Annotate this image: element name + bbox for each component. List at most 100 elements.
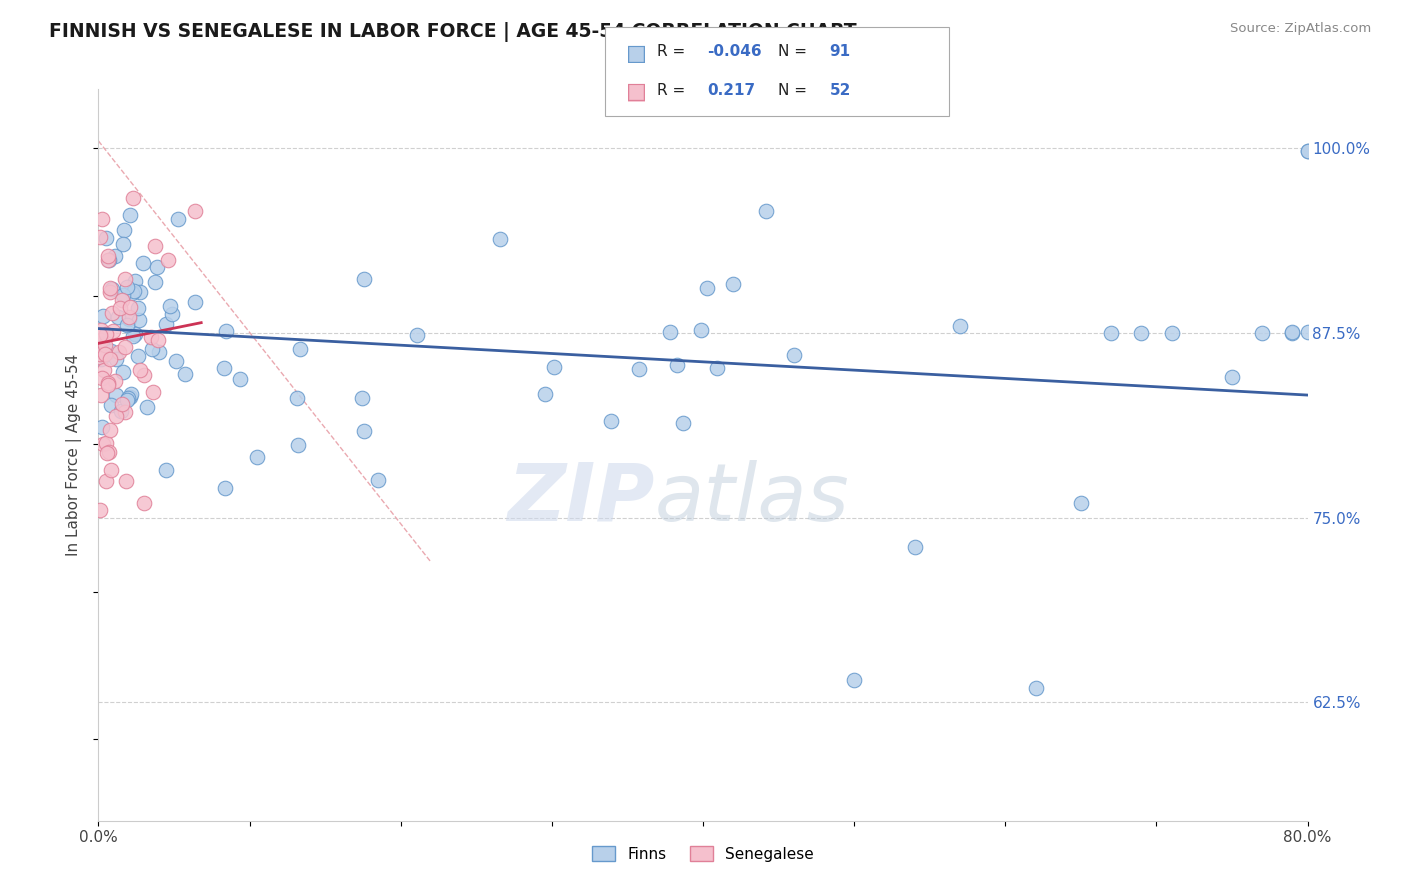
Point <box>118 310 141 324</box>
Point <box>104 351 127 366</box>
Point <box>1281 326 1303 340</box>
Point <box>1296 145 1319 159</box>
Text: R =: R = <box>657 45 690 59</box>
Point <box>115 393 138 408</box>
Point <box>1281 325 1303 339</box>
Point <box>121 285 143 300</box>
Point <box>290 342 312 356</box>
Point <box>353 272 375 286</box>
Point <box>543 359 565 374</box>
Point <box>110 403 132 417</box>
Point <box>94 327 117 342</box>
Text: FINNISH VS SENEGALESE IN LABOR FORCE | AGE 45-54 CORRELATION CHART: FINNISH VS SENEGALESE IN LABOR FORCE | A… <box>49 22 856 42</box>
Point <box>229 372 252 386</box>
Point <box>94 474 117 488</box>
Point <box>101 282 124 296</box>
Point <box>155 463 177 477</box>
Point <box>90 333 112 347</box>
Legend: Finns, Senegalese: Finns, Senegalese <box>586 839 820 868</box>
Text: N =: N = <box>778 83 811 97</box>
Point <box>132 496 155 510</box>
Point <box>146 260 169 274</box>
Point <box>183 294 205 309</box>
Point <box>132 256 155 270</box>
Y-axis label: In Labor Force | Age 45-54: In Labor Force | Age 45-54 <box>66 354 83 556</box>
Point <box>89 327 111 342</box>
Point <box>658 325 681 339</box>
Point <box>97 249 120 263</box>
Point <box>949 318 972 333</box>
Point <box>534 387 557 401</box>
Point <box>143 275 166 289</box>
Point <box>104 374 127 388</box>
Point <box>110 301 132 315</box>
Point <box>124 327 146 342</box>
Point <box>111 288 134 302</box>
Text: 0.217: 0.217 <box>707 83 755 97</box>
Point <box>132 368 155 383</box>
Point <box>118 300 141 314</box>
Point <box>101 324 124 338</box>
Point <box>489 232 512 246</box>
Point <box>104 249 127 263</box>
Point <box>173 367 195 381</box>
Point <box>1220 370 1243 384</box>
Point <box>165 354 187 368</box>
Point <box>89 347 111 361</box>
Point <box>118 311 141 326</box>
Point <box>94 231 117 245</box>
Point <box>127 301 149 315</box>
Point <box>120 387 142 401</box>
Point <box>184 204 207 219</box>
Point <box>89 503 111 517</box>
Point <box>100 343 122 358</box>
Point <box>127 349 149 363</box>
Point <box>139 330 162 344</box>
Point <box>91 371 114 385</box>
Point <box>1296 325 1319 339</box>
Point <box>146 333 169 347</box>
Text: 52: 52 <box>830 83 851 97</box>
Point <box>755 204 778 219</box>
Point <box>98 444 121 458</box>
Point <box>91 437 114 451</box>
Point <box>100 463 122 477</box>
Point <box>117 280 139 294</box>
Point <box>844 673 866 688</box>
Point <box>212 361 235 376</box>
Point <box>97 377 120 392</box>
Point <box>117 391 139 405</box>
Point <box>91 309 114 323</box>
Point <box>98 423 121 437</box>
Point <box>114 474 136 488</box>
Point <box>1099 326 1122 340</box>
Point <box>1160 326 1182 340</box>
Point <box>89 350 111 364</box>
Text: □: □ <box>626 82 647 102</box>
Point <box>105 409 128 424</box>
Point <box>285 391 308 405</box>
Point <box>136 400 159 414</box>
Point <box>112 223 135 237</box>
Point <box>160 307 183 321</box>
Point <box>128 313 150 327</box>
Text: □: □ <box>626 44 647 63</box>
Text: ■: ■ <box>626 44 647 63</box>
Point <box>90 211 112 226</box>
Point <box>89 230 111 244</box>
Point <box>115 318 138 332</box>
Point <box>706 360 728 375</box>
Point <box>111 365 134 379</box>
Point <box>94 436 117 450</box>
Point <box>122 191 145 205</box>
Text: N =: N = <box>778 45 811 59</box>
Text: atlas: atlas <box>655 459 849 538</box>
Point <box>627 362 650 376</box>
Point <box>91 420 114 434</box>
Point <box>214 481 236 495</box>
Point <box>1070 496 1092 510</box>
Point <box>246 450 269 464</box>
Point <box>155 318 177 332</box>
Point <box>129 363 152 377</box>
Point <box>904 541 927 555</box>
